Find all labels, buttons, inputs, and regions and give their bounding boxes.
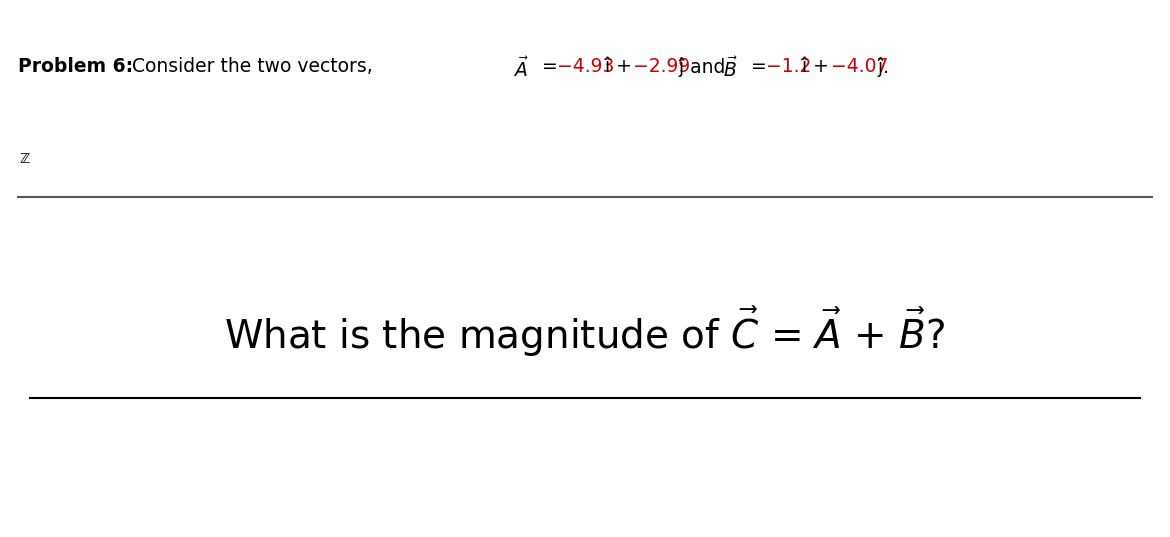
- Text: =: =: [745, 57, 773, 76]
- Text: What is the magnitude of $\vec{C}$ = $\vec{A}$ + $\vec{B}$?: What is the magnitude of $\vec{C}$ = $\v…: [225, 304, 945, 359]
- Text: Problem 6:: Problem 6:: [18, 57, 133, 76]
- Text: ℤ: ℤ: [19, 152, 29, 166]
- Text: −4.07: −4.07: [831, 57, 889, 76]
- Text: −4.93: −4.93: [557, 57, 614, 76]
- Text: ĵ.: ĵ.: [872, 57, 889, 77]
- Text: =: =: [536, 57, 564, 76]
- Text: ĵ and: ĵ and: [673, 57, 731, 77]
- Text: −1.2: −1.2: [766, 57, 812, 76]
- Text: î +: î +: [599, 57, 638, 76]
- Text: Consider the two vectors,: Consider the two vectors,: [121, 57, 379, 76]
- Text: $\vec{B}$: $\vec{B}$: [723, 57, 738, 81]
- Text: −2.99: −2.99: [633, 57, 690, 76]
- Text: $\vec{A}$: $\vec{A}$: [512, 57, 529, 81]
- Text: î +: î +: [797, 57, 835, 76]
